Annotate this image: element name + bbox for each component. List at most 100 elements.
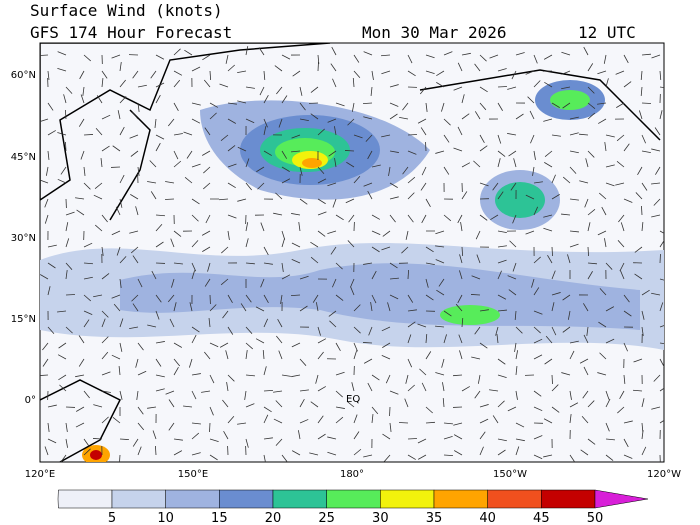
wind-barb [569, 243, 579, 248]
wind-barb [623, 198, 633, 203]
wind-barb [244, 390, 247, 400]
wind-barb [479, 342, 488, 349]
wind-barb [273, 212, 283, 216]
wind-barb [407, 334, 412, 344]
wind-barb [245, 238, 249, 248]
wind-barb [419, 86, 427, 95]
wind-barb [569, 454, 576, 462]
wind-barb [443, 166, 450, 175]
wind-barb [425, 262, 435, 266]
wind-barb [276, 86, 283, 95]
wind-barb [599, 288, 607, 296]
wind-barb [277, 318, 283, 328]
wind-barb [442, 382, 445, 392]
wind-barb [551, 174, 556, 184]
wind-barb [299, 358, 307, 366]
colorbar-bin [326, 489, 381, 509]
wind-barb [388, 166, 391, 176]
wind-barb [263, 294, 269, 304]
wind-barb [457, 62, 463, 72]
wind-barb [533, 80, 541, 88]
wind-barb [299, 419, 309, 424]
wind-barb [227, 64, 235, 72]
wind-barb [75, 197, 85, 200]
wind-barb [189, 302, 193, 312]
wind-barb [155, 54, 165, 60]
wind-barb [618, 214, 625, 223]
wind-barb [205, 214, 211, 224]
wind-barb [489, 389, 499, 392]
wind-barb [299, 389, 309, 392]
wind-barb [116, 246, 121, 256]
wind-barb [155, 134, 165, 140]
wind-barb [474, 111, 481, 120]
wind-barb [256, 166, 265, 173]
wind-barb [443, 214, 452, 222]
wind-barb [583, 334, 589, 344]
wind-barb [525, 230, 535, 235]
wind-barb [597, 230, 607, 236]
wind-barb [497, 259, 507, 264]
wind-barb [616, 160, 625, 168]
wind-barb [42, 342, 49, 351]
wind-barb [492, 415, 499, 424]
wind-barb [191, 390, 197, 400]
colorbar-tick-label: 35 [426, 511, 443, 525]
wind-barb [632, 389, 643, 392]
wind-barb [209, 374, 215, 384]
wind-barb [258, 47, 265, 56]
wind-barb [623, 438, 629, 448]
wind-barb [381, 70, 391, 75]
colorbar-bin [111, 489, 166, 509]
wind-barb [225, 350, 229, 360]
wind-barb [327, 230, 337, 234]
wind-barb [654, 127, 661, 136]
lat-label: 45°N [11, 152, 36, 163]
wind-barb [119, 126, 125, 136]
wind-barb [220, 278, 229, 286]
wind-barb [263, 366, 267, 376]
wind-barb [545, 335, 553, 344]
wind-barb [167, 118, 175, 127]
coastline [40, 379, 122, 462]
wind-barb [173, 70, 183, 76]
wind-barb [407, 150, 417, 155]
wind-barb [119, 198, 123, 208]
wind-barb [515, 366, 518, 376]
wind-barb [490, 214, 499, 221]
wind-barb [476, 254, 481, 264]
wind-barb [204, 278, 211, 287]
wind-barb [281, 166, 290, 172]
wind-barb [201, 150, 211, 156]
wind-barb [353, 342, 358, 352]
wind-barb [226, 382, 229, 392]
wind-barb [173, 358, 181, 367]
wind-barb [641, 222, 644, 232]
wind-barb [137, 446, 142, 456]
wind-barb [227, 415, 235, 424]
wind-barb [263, 318, 269, 328]
wind-barb [209, 70, 212, 81]
wind-barb [508, 289, 517, 296]
wind-barb [599, 352, 607, 360]
wind-barb [569, 116, 579, 120]
wind-barb [317, 198, 326, 205]
colorbar-tick-label: 15 [211, 511, 228, 525]
wind-barb [297, 430, 301, 440]
wind-barb [587, 86, 595, 94]
wind-barb [441, 102, 445, 112]
colorbar-tick-label: 45 [533, 511, 550, 525]
wind-barb [651, 406, 661, 410]
wind-barb [191, 214, 199, 222]
wind-barb [47, 244, 57, 248]
wind-barb [579, 180, 589, 184]
wind-barb [605, 164, 615, 168]
wind-barb [435, 259, 445, 264]
colorbar-end [57, 489, 113, 509]
wind-barb [633, 358, 643, 363]
wind-barb [119, 278, 122, 288]
wind-barb [567, 310, 571, 320]
wind-barb [497, 102, 503, 111]
wind-barb [623, 310, 632, 317]
wind-barb [186, 150, 193, 159]
